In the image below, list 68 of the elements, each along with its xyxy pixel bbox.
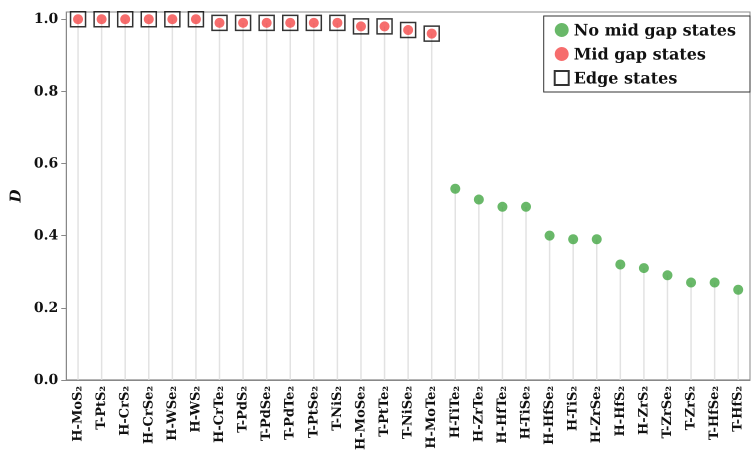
point [329, 14, 346, 32]
point [615, 259, 626, 270]
x-tick-label: T-ZrSe₂ [660, 386, 675, 439]
point [258, 14, 275, 32]
point [592, 234, 602, 244]
x-tick-label: T-ZrS₂ [684, 386, 699, 430]
point [234, 14, 252, 32]
x-tick-label: T-HfS₂ [730, 386, 746, 432]
x-tick-label: H-WS₂ [188, 386, 204, 433]
point [211, 14, 228, 32]
point [497, 202, 508, 212]
x-tick-label: H-MoTe₂ [424, 386, 440, 449]
point [400, 22, 416, 38]
x-tick-label: H-TiTe₂ [448, 386, 463, 438]
point [116, 10, 134, 28]
x-tick-label: T-HfSe₂ [707, 386, 722, 440]
x-tick-label: H-WSe₂ [164, 386, 180, 441]
x-tick-label: T-PdTe₂ [282, 386, 298, 440]
point [710, 278, 720, 288]
x-tick-label: H-ZrSe₂ [589, 386, 604, 444]
x-tick-label: H-MoS₂ [70, 386, 86, 442]
point [568, 234, 578, 244]
point [544, 230, 555, 241]
y-tick-label: 0.6 [34, 155, 58, 172]
y-tick-label: 0.0 [34, 372, 59, 388]
x-tick-label: H-TiSe₂ [518, 386, 534, 440]
y-tick-label: 0.8 [34, 83, 58, 100]
x-tick-label: T-PtTe₂ [377, 386, 392, 437]
point [352, 18, 370, 35]
x-tick-label: T-PdSe₂ [259, 386, 274, 442]
point [638, 263, 649, 274]
x-tick-label: T-NiS₂ [330, 386, 345, 431]
x-tick-label: H-HfSe₂ [542, 386, 558, 445]
point [376, 18, 393, 35]
point [474, 194, 484, 205]
point [521, 202, 532, 212]
x-tick-label: H-MoSe₂ [353, 386, 368, 450]
y-tick-label: 0.2 [34, 300, 58, 316]
point [686, 278, 696, 288]
y-tick-label: 1.0 [34, 11, 59, 28]
point [282, 14, 298, 32]
x-tick-label: H-HfTe₂ [494, 386, 510, 444]
point [306, 14, 322, 32]
point [423, 25, 440, 42]
x-tick-label: H-TiS₂ [566, 386, 581, 432]
x-tick-label: T-PtSe₂ [306, 386, 322, 438]
point [733, 284, 744, 295]
y-axis-title: D [6, 189, 24, 204]
x-tick-label: H-CrS₂ [118, 386, 133, 436]
point [662, 270, 672, 280]
point [93, 10, 110, 28]
point [188, 10, 204, 28]
legend-label: Edge states [574, 68, 678, 88]
x-tick-label: T-PtS₂ [94, 386, 110, 430]
x-tick-label: H-ZrTe₂ [471, 386, 486, 442]
point [70, 10, 86, 28]
point [450, 184, 460, 194]
x-tick-label: T-PdS₂ [236, 386, 251, 433]
point [140, 10, 158, 28]
x-tick-label: H-HfS₂ [612, 386, 628, 437]
legend-label: No mid gap states [574, 20, 736, 40]
x-tick-label: H-CrTe₂ [212, 386, 228, 443]
x-tick-label: T-NiSe₂ [400, 386, 416, 439]
point [164, 10, 181, 28]
y-tick-label: 0.4 [34, 228, 59, 244]
x-tick-label: H-ZrS₂ [636, 386, 652, 436]
x-tick-label: H-CrSe₂ [141, 386, 156, 444]
legend-label: Mid gap states [574, 44, 706, 64]
